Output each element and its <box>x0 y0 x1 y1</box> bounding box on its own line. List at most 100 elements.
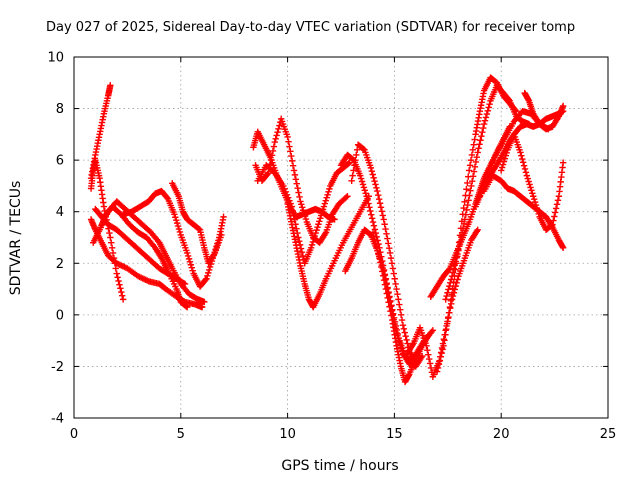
data-point <box>388 260 396 267</box>
data-point <box>442 296 449 303</box>
data-point <box>307 244 315 252</box>
data-point <box>384 294 391 302</box>
data-point <box>365 200 372 207</box>
data-point <box>188 264 195 271</box>
data-point <box>484 107 491 114</box>
y-tick-label: -2 <box>51 360 64 375</box>
data-point <box>326 185 333 193</box>
data-point <box>386 249 394 257</box>
data-point <box>107 82 114 89</box>
data-point <box>530 195 538 203</box>
data-point <box>559 159 567 166</box>
x-axis-label: GPS time / hours <box>281 458 398 474</box>
data-point <box>445 286 452 293</box>
data-point <box>380 277 388 284</box>
data-point <box>108 239 115 246</box>
data-point <box>184 303 191 311</box>
data-point <box>535 210 542 218</box>
data-point <box>463 186 470 193</box>
data-point <box>396 301 403 308</box>
data-point <box>483 110 491 118</box>
data-point <box>317 212 325 219</box>
data-point <box>367 164 375 172</box>
series-track-l <box>284 193 372 311</box>
data-point <box>482 174 490 182</box>
data-point <box>295 189 302 196</box>
data-point <box>373 184 380 191</box>
data-point <box>369 171 376 178</box>
data-point <box>530 193 537 200</box>
data-point <box>205 269 212 277</box>
data-point <box>472 158 480 166</box>
data-point <box>438 349 445 357</box>
data-point <box>429 327 437 334</box>
data-point <box>294 184 301 192</box>
data-point <box>453 254 460 261</box>
series-track-g <box>169 180 225 267</box>
y-tick-label: 8 <box>56 102 64 117</box>
ticks-layer: 0 5 10 15 20 25 -4 -2 0 2 4 6 8 10 <box>47 51 616 443</box>
data-point <box>184 249 191 257</box>
data-point <box>433 368 441 375</box>
data-point <box>201 298 208 306</box>
data-point <box>467 187 474 194</box>
data-point <box>476 193 484 200</box>
data-point <box>371 177 378 185</box>
data-point <box>198 303 206 311</box>
data-point <box>380 216 387 223</box>
series-track-p <box>369 229 432 386</box>
data-point <box>172 214 179 221</box>
x-tick-label: 0 <box>70 427 78 442</box>
x-tick-label: 25 <box>600 427 617 442</box>
data-point <box>382 225 389 233</box>
data-point <box>351 162 358 169</box>
data-point <box>181 280 189 288</box>
data-point <box>461 216 469 223</box>
data-point <box>203 275 210 282</box>
data-point <box>464 201 471 209</box>
data-point <box>314 223 321 231</box>
data-point <box>119 292 126 299</box>
data-point <box>423 342 430 349</box>
data-point <box>454 276 461 283</box>
data-point <box>503 149 510 156</box>
data-point <box>308 241 316 249</box>
data-point <box>109 249 117 257</box>
data-point <box>544 126 552 133</box>
data-point <box>372 240 379 247</box>
data-point <box>274 128 281 136</box>
data-point <box>552 209 559 216</box>
data-point <box>528 187 535 194</box>
data-point <box>387 254 395 262</box>
data-point <box>268 152 276 159</box>
data-point <box>342 194 350 201</box>
data-point <box>435 361 443 368</box>
data-point <box>394 291 401 298</box>
data-point <box>473 153 480 161</box>
y-tick-label: -4 <box>51 412 64 427</box>
data-point <box>389 265 397 272</box>
data-point <box>469 173 477 180</box>
data-point <box>471 163 479 170</box>
data-point <box>366 204 373 211</box>
data-point <box>344 193 351 200</box>
data-point <box>469 146 477 154</box>
data-point <box>180 279 188 287</box>
data-point <box>443 320 451 327</box>
data-point <box>479 128 486 136</box>
data-point <box>352 156 359 164</box>
data-point <box>183 303 190 310</box>
data-point <box>404 340 411 347</box>
data-point <box>324 191 331 198</box>
data-point <box>369 229 377 236</box>
data-point <box>418 352 426 360</box>
data-point <box>468 151 476 159</box>
y-axis-label: SDTVAR / TECUs <box>8 181 24 296</box>
data-point <box>483 170 491 178</box>
series-track-y <box>521 89 552 133</box>
data-point <box>297 198 304 205</box>
data-point <box>117 285 124 292</box>
data-point <box>189 267 196 274</box>
data-point <box>370 232 378 240</box>
